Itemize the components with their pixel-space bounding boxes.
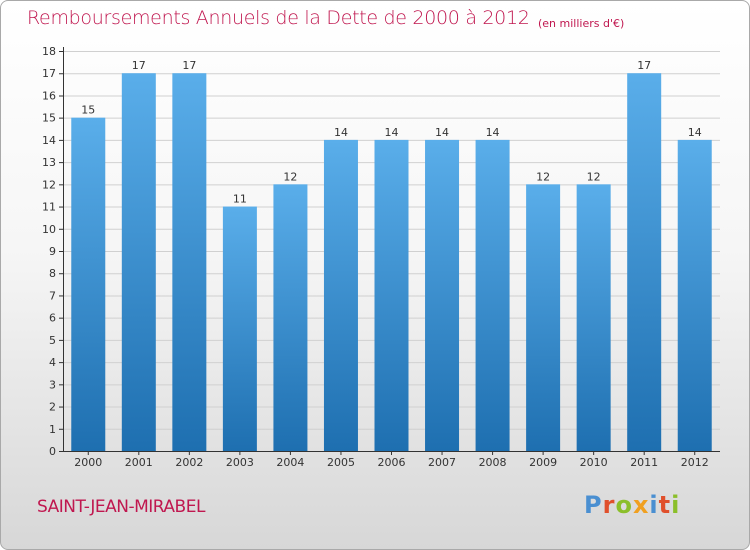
bar-2003 xyxy=(222,206,257,451)
x-tick-label-2003: 2003 xyxy=(226,456,254,469)
y-tick-label: 9 xyxy=(49,245,56,258)
bar-2010 xyxy=(576,184,611,452)
chart-subtitle: (en milliers d'€) xyxy=(538,17,625,30)
y-tick-label: 2 xyxy=(49,401,56,414)
value-labels: 15 17 17 11 12 14 14 14 14 12 12 17 14 xyxy=(81,59,701,205)
y-tick-label: 0 xyxy=(49,445,56,458)
y-tick-label: 7 xyxy=(49,289,56,302)
value-label-2008: 14 xyxy=(486,126,500,139)
y-tick-label: 3 xyxy=(49,378,56,391)
bar-2004 xyxy=(273,184,308,452)
y-tick-label: 13 xyxy=(42,156,56,169)
bar-2000 xyxy=(71,117,106,452)
bar-2011 xyxy=(627,73,662,451)
value-label-2004: 12 xyxy=(283,170,297,183)
commune-name: SAINT-JEAN-MIRABEL xyxy=(37,497,205,517)
y-tick-label: 1 xyxy=(49,423,56,436)
x-tick-label-2006: 2006 xyxy=(378,456,406,469)
value-label-2010: 12 xyxy=(587,170,601,183)
value-label-2003: 11 xyxy=(233,193,247,206)
x-axis-ticks: 2000 2001 2002 2003 2004 2005 2006 2007 2008 2009… xyxy=(74,451,709,469)
value-label-2012: 14 xyxy=(688,126,702,139)
x-tick-label-2001: 2001 xyxy=(125,456,153,469)
logo-letter: r xyxy=(602,491,616,519)
value-label-2007: 14 xyxy=(435,126,449,139)
value-label-2005: 14 xyxy=(334,126,348,139)
logo-letter: o xyxy=(615,491,633,519)
x-tick-label-2010: 2010 xyxy=(580,456,608,469)
y-tick-label: 6 xyxy=(49,312,56,325)
value-label-2002: 17 xyxy=(182,59,196,72)
y-tick-label: 11 xyxy=(42,201,56,214)
x-tick-label-2005: 2005 xyxy=(327,456,355,469)
y-tick-label: 16 xyxy=(42,89,56,102)
bar-2001 xyxy=(121,73,156,451)
y-tick-label: 4 xyxy=(49,356,56,369)
proxiti-logo: Proxiti xyxy=(584,491,680,519)
value-label-2000: 15 xyxy=(81,104,95,117)
bar-2007 xyxy=(425,139,460,451)
y-tick-label: 5 xyxy=(49,334,56,347)
logo-letter: P xyxy=(584,491,603,519)
y-tick-label: 10 xyxy=(42,223,56,236)
bars xyxy=(71,73,712,452)
bar-2008 xyxy=(475,139,510,451)
x-tick-label-2008: 2008 xyxy=(479,456,507,469)
y-tick-label: 18 xyxy=(42,45,56,58)
bar-2009 xyxy=(526,184,561,452)
value-label-2001: 17 xyxy=(132,59,146,72)
x-tick-label-2002: 2002 xyxy=(175,456,203,469)
y-tick-label: 8 xyxy=(49,267,56,280)
value-label-2006: 14 xyxy=(385,126,399,139)
y-tick-label: 17 xyxy=(42,67,56,80)
logo-letter: x xyxy=(632,491,650,519)
value-label-2011: 17 xyxy=(637,59,651,72)
x-tick-label-2012: 2012 xyxy=(681,456,709,469)
x-tick-label-2007: 2007 xyxy=(428,456,456,469)
bar-2006 xyxy=(374,139,409,451)
bar-2002 xyxy=(172,73,207,451)
logo-letter: i xyxy=(649,491,659,519)
x-tick-label-2004: 2004 xyxy=(276,456,304,469)
logo-letter: i xyxy=(671,491,681,519)
x-tick-label-2011: 2011 xyxy=(630,456,658,469)
y-tick-label: 14 xyxy=(42,134,56,147)
x-tick-label-2000: 2000 xyxy=(74,456,102,469)
bar-2012 xyxy=(677,139,712,451)
x-tick-label-2009: 2009 xyxy=(529,456,557,469)
logo-letter: t xyxy=(658,491,672,519)
y-tick-label: 15 xyxy=(42,112,56,125)
value-label-2009: 12 xyxy=(536,170,550,183)
chart-title: Remboursements Annuels de la Dette de 20… xyxy=(27,7,530,29)
y-tick-label: 12 xyxy=(42,178,56,191)
bar-2005 xyxy=(323,139,358,451)
